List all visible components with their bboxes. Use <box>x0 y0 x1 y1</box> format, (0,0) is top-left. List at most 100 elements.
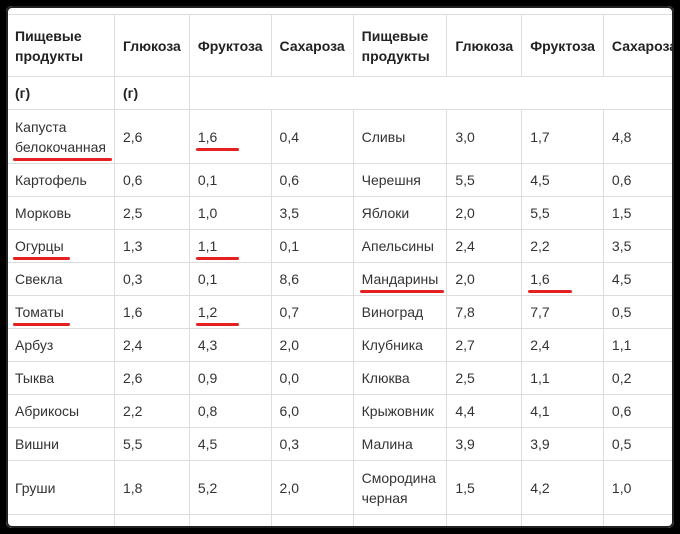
cell-value: 0,2 <box>611 370 632 386</box>
cell-value: 2,6 <box>122 128 143 145</box>
cell-food-left: Персики <box>6 514 115 528</box>
cell-glucose-left: 2,0 <box>113 514 190 528</box>
cell-food-right: Апельсины <box>352 229 448 263</box>
cell-fructose-left: 0,8 <box>188 394 272 428</box>
cell-value: 3,5 <box>611 238 632 254</box>
cell-value: 2,4 <box>530 337 550 353</box>
cell-sucrose-left: 2,0 <box>270 328 354 362</box>
cell-fructose-right: 5,5 <box>521 196 604 230</box>
cell-food-left: Вишни <box>6 427 115 461</box>
cell-fructose-right: 1,7 <box>521 109 604 164</box>
cell-food-right: Крыжовник <box>352 394 448 428</box>
cell-value: 0,9 <box>197 370 218 386</box>
cell-fructose-left: 1,5 <box>188 514 272 528</box>
cell-value: Огурцы <box>13 238 70 260</box>
cell-value: Картофель <box>15 172 87 188</box>
cell-sucrose-right: 3,5 <box>602 229 674 263</box>
cell-fructose-right: 2,4 <box>521 328 604 362</box>
cell-food-right: Малина <box>352 427 448 461</box>
cell-food-left: Абрикосы <box>6 394 115 428</box>
cell-value: 0,6 <box>122 172 143 188</box>
cell-value: 0,8 <box>197 403 218 419</box>
cell-value: Апельсины <box>361 238 434 254</box>
cell-value: 7,7 <box>530 304 550 320</box>
cell-glucose-left: 1,6 <box>113 295 190 329</box>
cell-food-right: Клюква <box>352 361 448 395</box>
cell-fructose-right <box>521 514 604 528</box>
cell-value: Смородина черная <box>361 469 436 506</box>
cell-fructose-left: 4,5 <box>188 427 272 461</box>
cell-glucose-left: 0,6 <box>113 163 190 197</box>
cell-glucose-right: 2,4 <box>446 229 523 263</box>
cell-value: 2,5 <box>122 205 143 221</box>
table-row: Арбуз 2,4 4,3 2,0 Клубника 2,7 2,4 1,1 <box>6 328 674 362</box>
cell-value: 1,1 <box>611 337 632 353</box>
cell-value: Томаты <box>13 304 70 326</box>
table-row: Морковь 2,5 1,0 3,5 Яблоки 2,0 5,5 1,5 <box>6 196 674 230</box>
cell-value: Свекла <box>15 271 63 287</box>
cell-food-right: Яблоки <box>352 196 448 230</box>
cell-value: Сливы <box>361 128 406 145</box>
cell-sucrose-left: 6,0 <box>270 514 354 528</box>
cell-value: 3,0 <box>455 128 475 145</box>
cell-food-left: Картофель <box>6 163 115 197</box>
cell-value: 1,6 <box>122 304 143 320</box>
cell-value: 2,0 <box>279 479 299 496</box>
cell-value: Капуста белокочанная <box>13 118 112 161</box>
cell-sucrose-left: 0,3 <box>270 427 354 461</box>
cell-value: Морковь <box>15 205 72 221</box>
cell-value: 6,0 <box>279 403 299 419</box>
cell-value: 4,1 <box>530 403 550 419</box>
cell-food-left: Арбуз <box>6 328 115 362</box>
cell-value: Клюква <box>361 370 410 386</box>
cell-value: 1,1 <box>530 370 550 386</box>
cell-value: 5,5 <box>122 436 143 452</box>
cell-sucrose-right: 4,8 <box>602 109 674 164</box>
cell-value: 2,4 <box>455 238 475 254</box>
cell-value: 4,8 <box>611 128 632 145</box>
cell-value: Малина <box>361 436 413 452</box>
cell-value: 0,0 <box>279 370 299 386</box>
cell-value: 3,9 <box>530 436 550 452</box>
cell-fructose-right: 7,7 <box>521 295 604 329</box>
cell-fructose-right: 1,6 <box>521 262 604 296</box>
cell-value: 2,2 <box>122 403 143 419</box>
cell-fructose-left: 0,1 <box>188 262 272 296</box>
cell-value: 4,5 <box>611 271 632 287</box>
table-row: Томаты 1,6 1,2 0,7 Виноград 7,8 7,7 0,5 <box>6 295 674 329</box>
cell-value: 1,2 <box>195 304 241 326</box>
cell-food-left: Тыква <box>6 361 115 395</box>
table-row: Абрикосы 2,2 0,8 6,0 Крыжовник 4,4 4,1 0,6 <box>6 394 674 428</box>
cell-food-right: Мандарины <box>352 262 448 296</box>
header-fructose-right: Фруктоза <box>521 14 604 77</box>
table-row: Свекла 0,3 0,1 8,6 Мандарины 2,0 1,6 4,5 <box>6 262 674 296</box>
cell-value: 7,8 <box>455 304 475 320</box>
cell-fructose-right: 4,2 <box>521 460 604 515</box>
cell-value: 5,5 <box>530 205 550 221</box>
cell-value: Виноград <box>361 304 424 320</box>
cell-value: 2,7 <box>455 337 475 353</box>
cell-value: 2,5 <box>455 370 475 386</box>
cell-value: 1,1 <box>195 238 241 260</box>
cell-value: 0,6 <box>611 403 632 419</box>
cell-value: 1,7 <box>530 128 550 145</box>
cell-value: 1,5 <box>455 479 475 496</box>
cell-sucrose-left: 0,1 <box>270 229 354 263</box>
cell-value: 2,0 <box>455 205 475 221</box>
cell-fructose-left: 1,2 <box>188 295 272 329</box>
cell-sucrose-right: 0,6 <box>602 163 674 197</box>
cell-glucose-left: 1,8 <box>113 460 190 515</box>
cell-value: 0,1 <box>197 271 218 287</box>
cell-value: Крыжовник <box>361 403 434 419</box>
cell-sucrose-right <box>602 514 674 528</box>
cell-value: Тыква <box>15 370 55 386</box>
cell-glucose-left: 2,6 <box>113 109 190 164</box>
cell-value: 2,2 <box>530 238 550 254</box>
cell-value: 4,4 <box>455 403 475 419</box>
cell-fructose-left: 0,1 <box>188 163 272 197</box>
cell-fructose-left: 5,2 <box>188 460 272 515</box>
cell-value: 1,0 <box>611 479 632 496</box>
cell-value: 0,5 <box>611 304 632 320</box>
cell-value: 5,5 <box>455 172 475 188</box>
cell-value: 4,5 <box>530 172 550 188</box>
